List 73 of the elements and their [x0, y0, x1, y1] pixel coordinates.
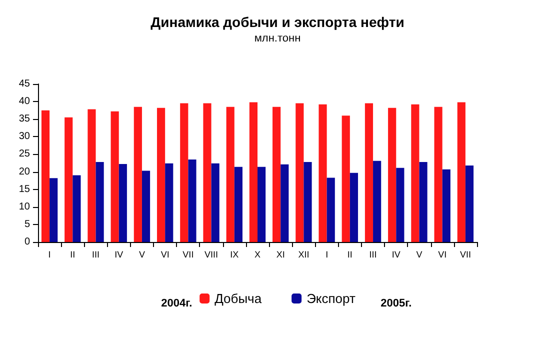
bar [110, 111, 119, 242]
x-tick-label: III [92, 250, 100, 260]
bar [342, 116, 350, 242]
y-tick-label: 15 [18, 184, 30, 195]
y-tick-label: 40 [18, 96, 30, 108]
chart-title: Динамика добычи и экспорта нефти [150, 14, 404, 30]
bar [134, 106, 142, 242]
bar [364, 103, 374, 242]
y-tick-label: 20 [18, 166, 30, 178]
x-tick-label: V [138, 250, 145, 260]
bar [211, 163, 220, 242]
x-tick-label: VII [460, 250, 471, 260]
bar [304, 162, 312, 242]
bar [465, 165, 474, 242]
chart-subtitle: млн.тонн [254, 32, 301, 44]
bar [411, 104, 420, 242]
bar [296, 103, 304, 242]
bar [373, 160, 382, 242]
bar [272, 106, 281, 242]
bar [226, 106, 234, 242]
bar [258, 166, 266, 242]
bar [96, 162, 104, 242]
y-tick-label: 35 [18, 114, 30, 125]
text: 2004г. [161, 298, 192, 310]
x-tick-label: I [326, 250, 328, 260]
bar [326, 178, 335, 242]
bar [188, 159, 196, 242]
bar [249, 102, 258, 242]
bar [457, 102, 466, 242]
bar [396, 168, 404, 242]
bar [434, 106, 442, 242]
bar [165, 163, 174, 242]
legend-label: Добыча [214, 291, 262, 306]
x-tick-label: III [369, 250, 377, 260]
bar [180, 103, 188, 242]
bar [203, 103, 212, 242]
legend-label: Экспорт [306, 291, 356, 306]
x-tick-label: II [347, 250, 352, 260]
y-tick-label: 0 [24, 236, 30, 248]
bar [64, 117, 73, 242]
x-tick-label: I [48, 250, 51, 260]
x-tick-label: VII [182, 250, 194, 260]
y-tick-label: 25 [18, 148, 30, 160]
x-tick-label: IV [114, 250, 124, 260]
bar [142, 170, 150, 242]
bar [118, 164, 127, 242]
text: 2005г. [380, 298, 412, 310]
bar [280, 164, 289, 242]
x-tick-label: XI [276, 250, 285, 260]
x-tick-label: II [70, 250, 76, 260]
bar [50, 178, 58, 242]
y-tick-label: 5 [24, 218, 30, 230]
bar [41, 110, 50, 242]
x-tick-label: VI [160, 250, 170, 260]
bar [156, 108, 166, 242]
y-tick-label: 30 [18, 131, 30, 142]
x-tick-label: IV [392, 250, 400, 260]
bar [350, 172, 358, 242]
bar [442, 169, 450, 242]
x-tick-label: VIII [204, 250, 218, 260]
bar [88, 109, 96, 242]
x-tick-label: IX [230, 250, 239, 260]
y-tick-label: 45 [18, 78, 30, 90]
bar [72, 175, 81, 242]
x-tick-label: V [416, 250, 422, 260]
bar [318, 104, 327, 242]
x-tick-label: VI [438, 250, 447, 260]
bar [419, 162, 428, 242]
x-tick-label: XII [298, 250, 310, 260]
bar [388, 108, 396, 242]
y-tick-label: 10 [18, 201, 30, 212]
x-tick-label: X [254, 250, 261, 260]
bar [234, 166, 242, 242]
